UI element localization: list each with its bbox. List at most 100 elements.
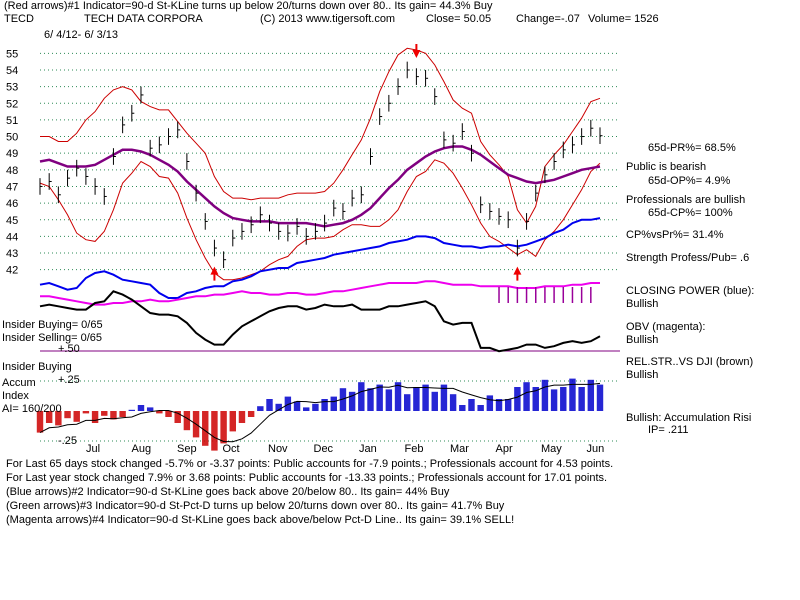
x-tick-label: Nov: [268, 443, 288, 455]
y-tick-label: 43: [6, 248, 18, 260]
relstr-status: Bullish: [626, 369, 659, 381]
moving-average-line: [39, 145, 601, 228]
accum-bar: [36, 411, 44, 433]
bollinger-bands: [39, 47, 601, 281]
accum-bar: [587, 379, 595, 411]
y-tick-label: 45: [6, 215, 18, 227]
accum-bar: [303, 407, 310, 411]
y-tick-label: 55: [6, 48, 18, 60]
y-tick-label: 46: [6, 198, 18, 210]
accum-bar: [257, 406, 264, 411]
accum-bar: [275, 403, 282, 411]
obv-label: OBV (magenta):: [626, 321, 706, 333]
accum-bar: [596, 384, 604, 411]
accum-bar: [413, 387, 420, 411]
y-tick-label: 42: [6, 265, 18, 277]
x-tick-label: Dec: [314, 443, 334, 455]
signal-green-arrows-line: (Green arrows)#3 Indicator=90-d St-Pct-D…: [6, 500, 505, 512]
pr-percent: 65d-PR%= 68.5%: [648, 142, 736, 154]
relstr-line: [39, 290, 601, 353]
company-name: TECH DATA CORPORA: [84, 13, 203, 25]
accum-bar: [156, 411, 163, 414]
accum-bar: [101, 411, 108, 416]
accum-bar: [514, 387, 521, 411]
footer-year-summary: For Last year stock changed 7.9% or 3.68…: [6, 472, 608, 484]
accum-bar: [266, 399, 273, 411]
accum-bar: [110, 411, 117, 420]
insider-buying-ratio: Insider Buying= 0/65: [2, 319, 103, 331]
x-tick-label: Oct: [223, 443, 240, 455]
accum-bar: [82, 411, 90, 414]
accum-bar: [91, 411, 99, 423]
accum-label: Accum: [2, 377, 36, 389]
accum-bar: [560, 387, 567, 411]
accum-bar: [238, 411, 246, 423]
accum-bar: [449, 394, 457, 411]
accum-bar: [229, 411, 236, 432]
closing-power-label: CLOSING POWER (blue):: [626, 285, 755, 297]
y-tick-label: 47: [6, 181, 18, 193]
y-tick-label: 53: [6, 82, 18, 94]
ip-value: IP= .211: [648, 424, 689, 436]
accumulation-histogram: [36, 378, 604, 451]
accum-bar: [532, 387, 539, 411]
accum-bar: [394, 382, 402, 411]
closing-power-line: [39, 217, 601, 299]
accum-minus-25: -.25: [58, 435, 77, 447]
accum-bar: [247, 411, 255, 417]
x-tick-label: Feb: [405, 443, 424, 455]
accum-bar: [293, 401, 301, 411]
accum-bar: [495, 399, 503, 411]
accum-bar: [330, 396, 337, 411]
index-label: Index: [2, 390, 29, 402]
relstr-label: REL.STR..VS DJI (brown): [626, 356, 754, 368]
accum-bar: [578, 387, 585, 411]
accum-plus-25: +.25: [58, 374, 80, 386]
accum-bar: [504, 399, 512, 411]
strength-ratio: Strength Profess/Pub= .6: [626, 252, 750, 264]
signal-red-arrows-line: (Red arrows)#1 Indicator=90-d St-KLine t…: [4, 0, 493, 12]
accum-plus-50: +.50: [58, 343, 80, 355]
accum-bar: [422, 384, 429, 411]
x-tick-label: Aug: [132, 443, 152, 455]
y-tick-label: 52: [6, 98, 18, 110]
accum-bar: [367, 388, 374, 411]
accum-bar: [183, 411, 191, 431]
signal-blue-arrows-line: (Blue arrows)#2 Indicator=90-d St-KLine …: [6, 486, 450, 498]
date-range: 6/ 4/12- 6/ 3/13: [44, 29, 118, 41]
accum-bar: [468, 399, 475, 411]
accum-bar: [523, 382, 530, 411]
accumulation-status: Bullish: Accumulation Risi: [626, 412, 752, 424]
accum-bar: [119, 411, 126, 417]
accum-bar: [404, 394, 411, 411]
y-tick-label: 49: [6, 148, 18, 160]
y-tick-label: 51: [6, 115, 18, 127]
y-tick-label: 44: [6, 231, 18, 243]
ticker-symbol: TECD: [4, 13, 34, 25]
x-tick-label: Sep: [177, 443, 197, 455]
accum-bar: [321, 399, 328, 411]
price-change: Change=-.07: [516, 13, 580, 25]
accum-bar: [146, 407, 154, 411]
accum-bar: [440, 384, 448, 411]
volume: Volume= 1526: [588, 13, 659, 25]
accum-bar: [312, 403, 319, 411]
accum-bar: [358, 382, 365, 411]
accum-bar: [477, 405, 484, 411]
buy-arrow-icon: [210, 266, 219, 281]
accum-bar: [211, 411, 218, 451]
accum-bar: [385, 389, 393, 411]
ai-value: AI= 160/200: [2, 403, 62, 415]
accum-bar: [55, 411, 62, 426]
x-tick-label: Mar: [450, 443, 469, 455]
accum-bar: [220, 411, 227, 444]
copyright: (C) 2013 www.tigersoft.com: [260, 13, 396, 25]
signal-arrows: [210, 43, 592, 303]
accum-bar: [202, 411, 209, 446]
price-bars: [39, 61, 603, 269]
accum-bar: [486, 395, 494, 411]
accum-bar: [339, 388, 347, 411]
accum-bar: [284, 396, 292, 411]
op-percent: 65d-OP%= 4.9%: [648, 175, 731, 187]
